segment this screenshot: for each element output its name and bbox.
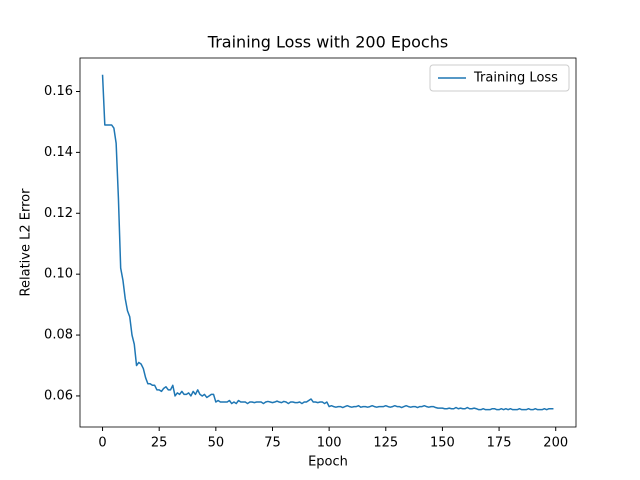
x-tick-label: 100	[317, 436, 342, 451]
x-axis-label: Epoch	[308, 455, 348, 470]
y-tick-label: 0.14	[44, 145, 73, 160]
y-axis-label: Relative L2 Error	[19, 188, 34, 297]
plot-frame	[79, 57, 577, 428]
y-tick-label: 0.12	[44, 206, 73, 221]
legend-label: Training Loss	[473, 71, 558, 86]
data-line	[101, 74, 554, 411]
y-tick-label: 0.10	[44, 267, 73, 282]
y-tick-label: 0.06	[44, 388, 73, 403]
x-tick-label: 125	[373, 436, 398, 451]
x-tick-label: 200	[543, 436, 568, 451]
x-tick-label: 175	[487, 436, 512, 451]
x-tick-label: 150	[430, 436, 455, 451]
x-tick-label: 25	[151, 436, 168, 451]
chart-title: Training Loss with 200 Epochs	[207, 33, 448, 52]
x-tick-label: 75	[264, 436, 281, 451]
x-tick-label: 0	[98, 436, 106, 451]
y-tick-label: 0.08	[44, 328, 73, 343]
x-tick-label: 50	[208, 436, 225, 451]
legend-box	[429, 64, 570, 92]
y-tick-label: 0.16	[44, 84, 73, 99]
